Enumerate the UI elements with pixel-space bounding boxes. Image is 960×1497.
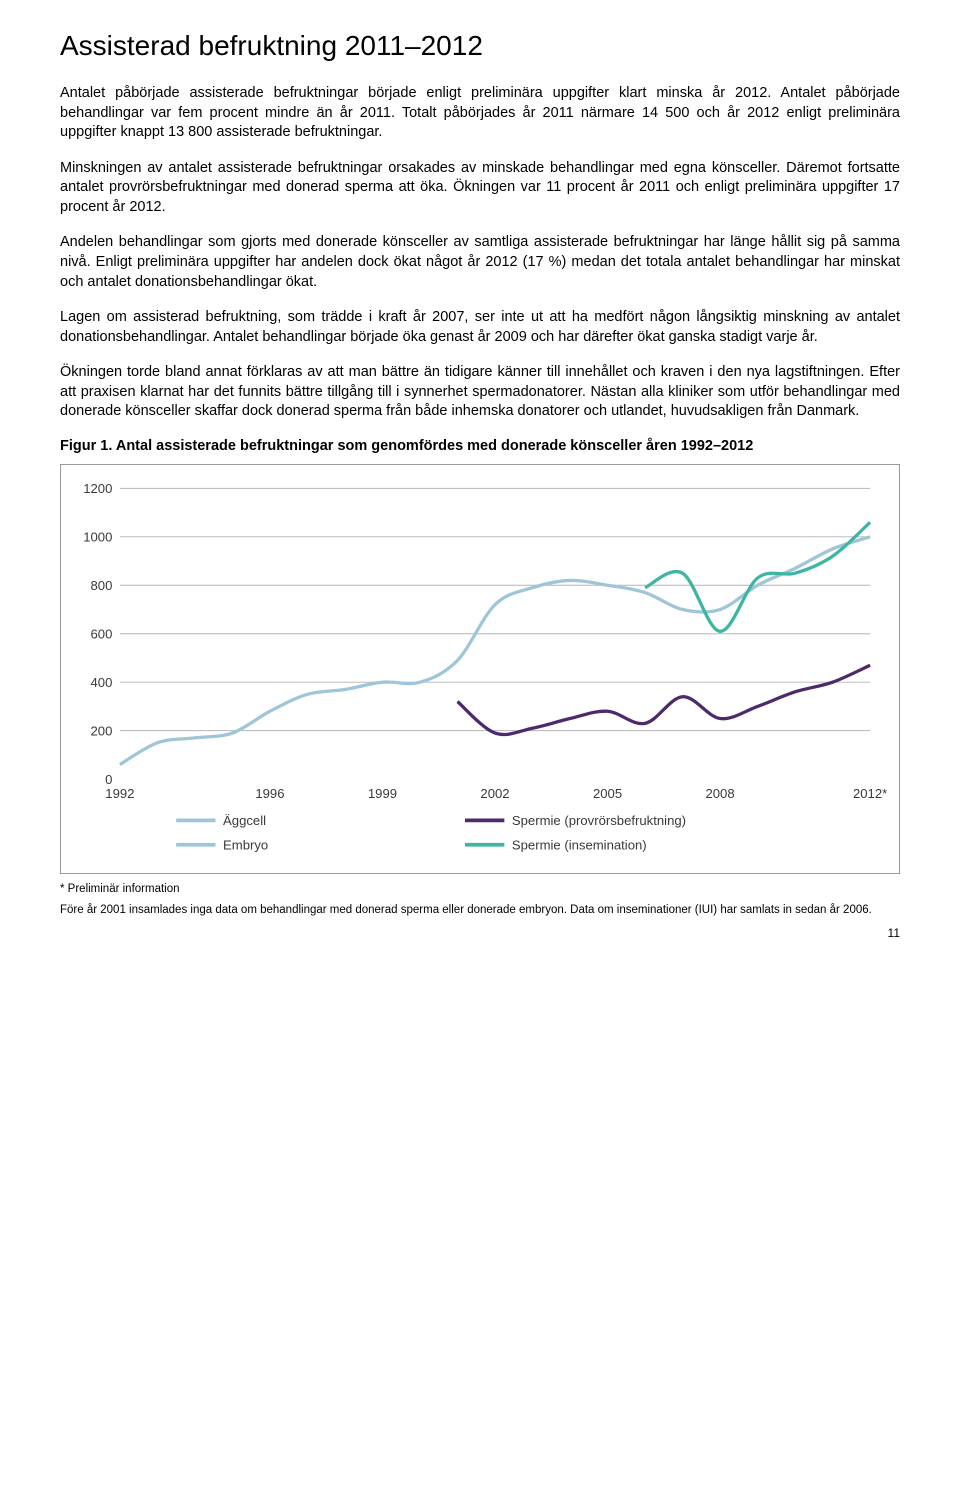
svg-text:Spermie (insemination): Spermie (insemination) [512, 837, 647, 852]
svg-text:1200: 1200 [83, 481, 112, 496]
svg-text:Äggcell: Äggcell [223, 813, 266, 828]
line-chart: 0 200 400 600 800 1000 1200 1992 1996 1999 2002 200… [73, 479, 887, 862]
page-title: Assisterad befruktning 2011–2012 [60, 30, 900, 62]
svg-text:2008: 2008 [705, 786, 734, 801]
svg-text:200: 200 [91, 723, 113, 738]
paragraph: Minskningen av antalet assisterade befru… [60, 159, 900, 218]
paragraph: Antalet påbörjade assisterade befruktnin… [60, 84, 900, 143]
svg-text:400: 400 [91, 675, 113, 690]
paragraph: Lagen om assisterad befruktning, som trä… [60, 308, 900, 347]
svg-text:0: 0 [105, 772, 112, 787]
svg-text:600: 600 [91, 626, 113, 641]
svg-text:Spermie (provrörsbefruktning): Spermie (provrörsbefruktning) [512, 813, 686, 828]
svg-text:Embryo: Embryo [223, 837, 268, 852]
chart-container: 0 200 400 600 800 1000 1200 1992 1996 1999 2002 200… [60, 464, 900, 875]
svg-text:2012*: 2012* [853, 786, 887, 801]
svg-text:1996: 1996 [255, 786, 284, 801]
footnote: Före år 2001 insamlades inga data om beh… [60, 903, 900, 918]
page-number: 11 [60, 926, 900, 940]
paragraph: Andelen behandlingar som gjorts med done… [60, 233, 900, 292]
paragraph: Ökningen torde bland annat förklaras av … [60, 363, 900, 422]
svg-text:800: 800 [91, 578, 113, 593]
svg-text:1992: 1992 [105, 786, 134, 801]
figure-title: Figur 1. Antal assisterade befruktningar… [60, 438, 900, 454]
svg-text:2005: 2005 [593, 786, 622, 801]
svg-text:1999: 1999 [368, 786, 397, 801]
svg-text:2002: 2002 [480, 786, 509, 801]
svg-text:1000: 1000 [83, 529, 112, 544]
footnote: * Preliminär information [60, 882, 900, 897]
